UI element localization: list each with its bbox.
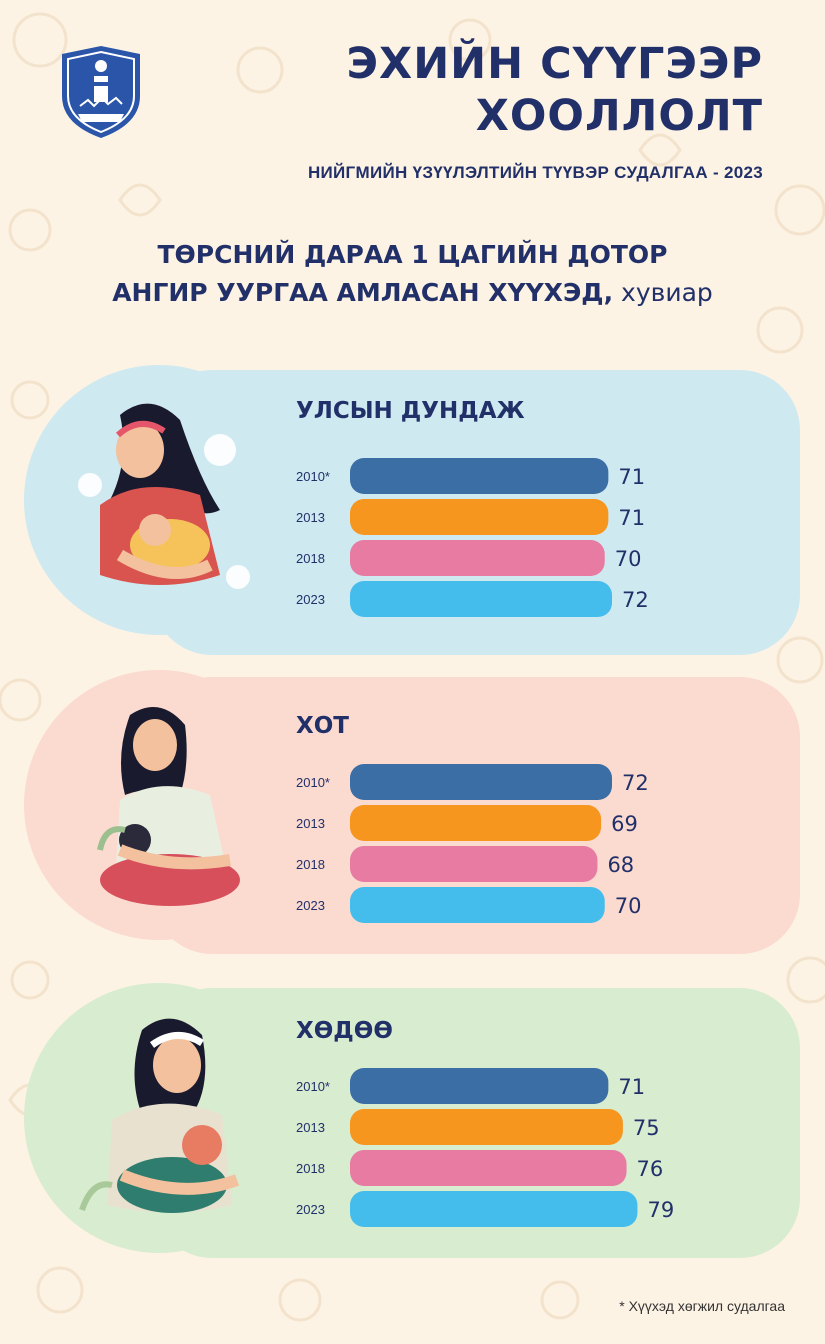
bar-urban-1 — [350, 805, 602, 841]
page-subtitle: НИЙГМИЙН ҮЗҮҮЛЭЛТИЙН ТҮҮВЭР СУДАЛГАА - 2… — [307, 163, 763, 182]
tick-label-urban-1: 2013 — [296, 816, 325, 831]
panel-title-urban: ХОТ — [296, 713, 349, 739]
footnote: * Хүүхэд хөгжил судалгаа — [619, 1298, 785, 1314]
tick-label-national-3: 2023 — [296, 592, 325, 607]
tick-label-urban-0: 2010* — [296, 775, 330, 790]
tick-label-rural-1: 2013 — [296, 1120, 325, 1135]
data-label-rural-0: 71 — [618, 1075, 645, 1099]
tick-label-urban-2: 2018 — [296, 857, 325, 872]
bar-national-3 — [350, 581, 612, 617]
data-label-national-1: 71 — [618, 506, 645, 530]
mother-breastfeeding-illustration-3 — [79, 1018, 240, 1213]
tick-label-rural-0: 2010* — [296, 1079, 330, 1094]
bar-national-0 — [350, 458, 609, 494]
panel-title-rural: ХӨДӨӨ — [296, 1018, 393, 1044]
data-label-urban-2: 68 — [607, 853, 634, 877]
mother-breastfeeding-illustration-1 — [78, 403, 250, 589]
tick-label-rural-2: 2018 — [296, 1161, 325, 1176]
data-label-urban-0: 72 — [622, 771, 649, 795]
bar-urban-2 — [350, 846, 598, 882]
data-label-urban-1: 69 — [611, 812, 638, 836]
soyombo-emblem-icon — [62, 46, 140, 138]
bar-urban-0 — [350, 764, 612, 800]
bar-rural-0 — [350, 1068, 609, 1104]
data-label-national-3: 72 — [622, 588, 649, 612]
data-label-rural-1: 75 — [633, 1116, 660, 1140]
title-line-2: ХООЛЛОЛТ — [475, 91, 763, 141]
bar-rural-1 — [350, 1109, 623, 1145]
tick-label-rural-3: 2023 — [296, 1202, 325, 1217]
tick-label-national-2: 2018 — [296, 551, 325, 566]
data-label-national-2: 70 — [615, 547, 642, 571]
bar-national-2 — [350, 540, 605, 576]
panel-title-national: УЛСЫН ДУНДАЖ — [296, 398, 525, 424]
bar-national-1 — [350, 499, 609, 535]
headline-line-1: ТӨРСНИЙ ДАРАА 1 ЦАГИЙН ДОТОР — [157, 240, 668, 269]
tick-label-urban-3: 2023 — [296, 898, 325, 913]
chart-headline: ТӨРСНИЙ ДАРАА 1 ЦАГИЙН ДОТОР АНГИР УУРГА… — [0, 236, 825, 312]
headline-line-2-text: АНГИР УУРГАА АМЛАСАН ХҮҮХЭД, — [112, 278, 614, 307]
bar-rural-3 — [350, 1191, 638, 1227]
bar-rural-2 — [350, 1150, 627, 1186]
tick-label-national-1: 2013 — [296, 510, 325, 525]
page-title: ЭХИЙН СҮҮГЭЭР ХООЛЛОЛТ — [346, 38, 763, 142]
data-label-urban-3: 70 — [615, 894, 642, 918]
data-label-rural-3: 79 — [647, 1198, 674, 1222]
headline-unit: хувиар — [613, 278, 713, 307]
mother-breastfeeding-illustration-2 — [97, 707, 240, 906]
headline-line-2: АНГИР УУРГАА АМЛАСАН ХҮҮХЭД, хувиар — [0, 274, 825, 312]
data-label-rural-2: 76 — [637, 1157, 664, 1181]
tick-label-national-0: 2010* — [296, 469, 330, 484]
data-label-national-0: 71 — [618, 465, 645, 489]
title-line-1: ЭХИЙН СҮҮГЭЭР — [346, 39, 763, 89]
bar-urban-3 — [350, 887, 605, 923]
